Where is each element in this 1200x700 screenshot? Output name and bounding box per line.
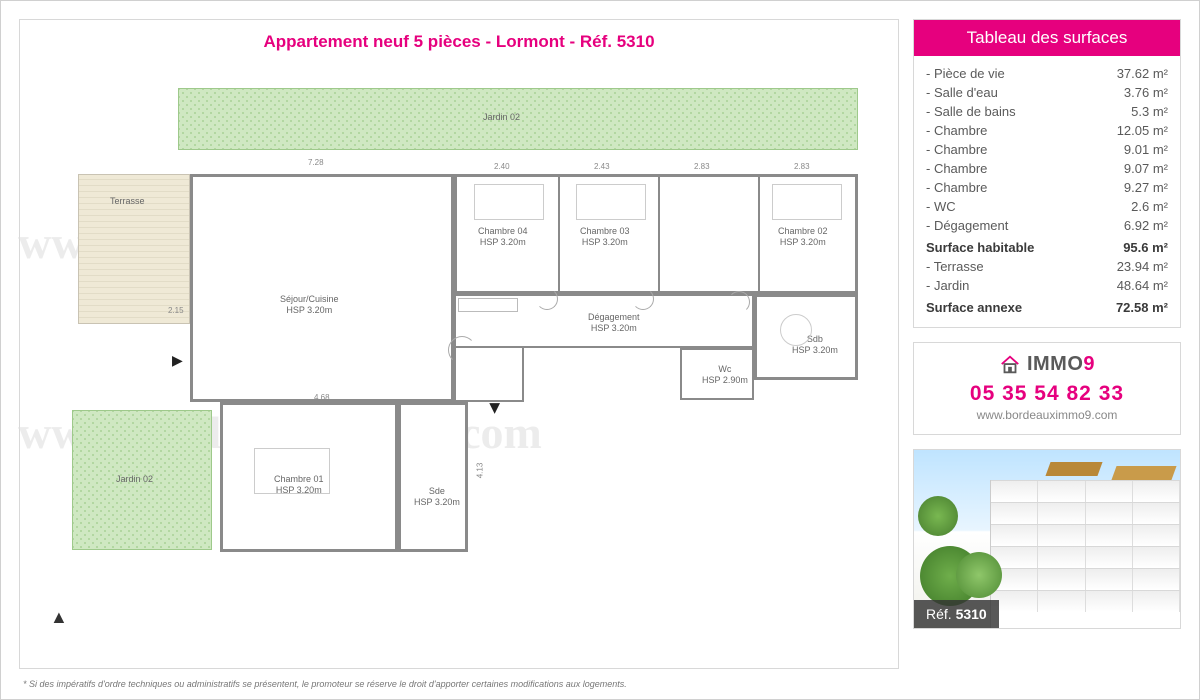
surface-label: - Chambre bbox=[926, 142, 987, 157]
ref-badge: Réf. 5310 bbox=[914, 600, 999, 628]
surface-label: - Terrasse bbox=[926, 259, 984, 274]
thumb-tree bbox=[956, 552, 1002, 598]
listing-title: Appartement neuf 5 pièces - Lormont - Ré… bbox=[20, 20, 898, 66]
surface-row: - Terrasse 23.94 m² bbox=[926, 257, 1168, 276]
surface-value: 9.01 m² bbox=[1124, 142, 1168, 157]
property-thumbnail[interactable]: Réf. 5310 bbox=[913, 449, 1181, 629]
surface-value: 5.3 m² bbox=[1131, 104, 1168, 119]
surface-row: - Salle de bains 5.3 m² bbox=[926, 102, 1168, 121]
chambre04-label: Chambre 04 HSP 3.20m bbox=[478, 226, 528, 248]
surface-row: - Chambre 9.07 m² bbox=[926, 159, 1168, 178]
bed bbox=[576, 184, 646, 220]
surface-label: Surface annexe bbox=[926, 300, 1022, 315]
dim: 2.40 bbox=[494, 162, 510, 171]
partition bbox=[758, 174, 760, 294]
wc-label: Wc HSP 2.90m bbox=[702, 364, 748, 386]
terrace-label: Terrasse bbox=[110, 196, 145, 207]
brand-logo: IMMO9 bbox=[922, 353, 1172, 376]
partition bbox=[658, 174, 660, 294]
contact-website[interactable]: www.bordeauximmo9.com bbox=[922, 408, 1172, 422]
surface-value: 95.6 m² bbox=[1123, 240, 1168, 255]
thumb-building bbox=[990, 480, 1180, 629]
chambre02-label: Chambre 02 HSP 3.20m bbox=[778, 226, 828, 248]
partition bbox=[558, 174, 560, 294]
surface-row: - Pièce de vie 37.62 m² bbox=[926, 64, 1168, 83]
surface-row: - Chambre 12.05 m² bbox=[926, 121, 1168, 140]
dim: 4.13 bbox=[475, 463, 484, 479]
bed bbox=[254, 448, 330, 494]
surface-label: - Chambre bbox=[926, 161, 987, 176]
floorplan-panel: Appartement neuf 5 pièces - Lormont - Ré… bbox=[19, 19, 899, 669]
degagement-label: Dégagement HSP 3.20m bbox=[588, 312, 640, 334]
thumb-roof bbox=[1111, 466, 1176, 480]
surface-value: 2.6 m² bbox=[1131, 199, 1168, 214]
contact-panel: IMMO9 05 35 54 82 33 www.bordeauximmo9.c… bbox=[913, 342, 1181, 435]
sejour-cuisine bbox=[190, 174, 454, 402]
door bbox=[448, 336, 476, 364]
contact-phone[interactable]: 05 35 54 82 33 bbox=[922, 382, 1172, 406]
door bbox=[536, 288, 558, 310]
entry-arrow-icon: ▶ bbox=[172, 352, 183, 369]
house-icon bbox=[999, 354, 1021, 376]
surface-label: - Salle de bains bbox=[926, 104, 1016, 119]
garden-top-label: Jardin 02 bbox=[483, 112, 520, 123]
page-container: Appartement neuf 5 pièces - Lormont - Ré… bbox=[0, 0, 1200, 700]
surface-value: 37.62 m² bbox=[1117, 66, 1168, 81]
surface-label: Surface habitable bbox=[926, 240, 1034, 255]
thumb-tree bbox=[918, 496, 958, 536]
counter bbox=[458, 298, 518, 312]
brand-name: IMMO9 bbox=[1027, 353, 1095, 376]
surfaces-list: - Pièce de vie 37.62 m² - Salle d'eau 3.76 … bbox=[914, 56, 1180, 327]
sejour-label: Séjour/Cuisine HSP 3.20m bbox=[280, 294, 339, 316]
side-column: Tableau des surfaces - Pièce de vie 37.62… bbox=[913, 19, 1181, 669]
surface-value: 9.07 m² bbox=[1124, 161, 1168, 176]
surface-total-row: Surface annexe 72.58 m² bbox=[926, 295, 1168, 317]
surface-label: - Pièce de vie bbox=[926, 66, 1005, 81]
surface-label: - Chambre bbox=[926, 123, 987, 138]
main-row: Appartement neuf 5 pièces - Lormont - Ré… bbox=[1, 1, 1199, 673]
surface-total-row: Surface habitable 95.6 m² bbox=[926, 235, 1168, 257]
surface-value: 12.05 m² bbox=[1117, 123, 1168, 138]
dim: 2.15 bbox=[168, 306, 184, 315]
chambre03-label: Chambre 03 HSP 3.20m bbox=[580, 226, 630, 248]
north-arrow-icon: ▲ bbox=[50, 607, 68, 628]
surface-value: 23.94 m² bbox=[1117, 259, 1168, 274]
surface-row: - Dégagement 6.92 m² bbox=[926, 216, 1168, 235]
disclaimer-footnote: * Si des impératifs d'ordre techniques o… bbox=[1, 673, 1199, 699]
surfaces-panel: Tableau des surfaces - Pièce de vie 37.62… bbox=[913, 19, 1181, 328]
garden-bl-label: Jardin 02 bbox=[116, 474, 153, 485]
door bbox=[632, 288, 654, 310]
surface-value: 9.27 m² bbox=[1124, 180, 1168, 195]
sde bbox=[398, 402, 468, 552]
entry-arrow-icon: ▶ bbox=[487, 403, 504, 414]
fixture bbox=[780, 314, 812, 346]
door bbox=[728, 291, 750, 313]
dim: 2.83 bbox=[694, 162, 710, 171]
surface-label: - Jardin bbox=[926, 278, 969, 293]
bed bbox=[474, 184, 544, 220]
surfaces-header: Tableau des surfaces bbox=[914, 20, 1180, 56]
surface-row: - Salle d'eau 3.76 m² bbox=[926, 83, 1168, 102]
dim: 2.43 bbox=[594, 162, 610, 171]
dim: 4.68 bbox=[314, 393, 330, 402]
sde-label: Sde HSP 3.20m bbox=[414, 486, 460, 508]
surface-value: 6.92 m² bbox=[1124, 218, 1168, 233]
dim: 7.28 bbox=[308, 158, 324, 167]
thumb-roof bbox=[1045, 462, 1102, 476]
surface-value: 72.58 m² bbox=[1116, 300, 1168, 315]
surface-label: - Salle d'eau bbox=[926, 85, 998, 100]
dim: 2.83 bbox=[794, 162, 810, 171]
surface-value: 3.76 m² bbox=[1124, 85, 1168, 100]
surface-row: - Chambre 9.27 m² bbox=[926, 178, 1168, 197]
surface-row: - Chambre 9.01 m² bbox=[926, 140, 1168, 159]
floorplan-canvas: www.bordeauximmo9.com www.bordeauximmo9.… bbox=[28, 66, 890, 636]
surface-label: - WC bbox=[926, 199, 956, 214]
surface-value: 48.64 m² bbox=[1117, 278, 1168, 293]
surface-row: - Jardin 48.64 m² bbox=[926, 276, 1168, 295]
bed bbox=[772, 184, 842, 220]
surface-label: - Dégagement bbox=[926, 218, 1008, 233]
surface-row: - WC 2.6 m² bbox=[926, 197, 1168, 216]
surface-label: - Chambre bbox=[926, 180, 987, 195]
